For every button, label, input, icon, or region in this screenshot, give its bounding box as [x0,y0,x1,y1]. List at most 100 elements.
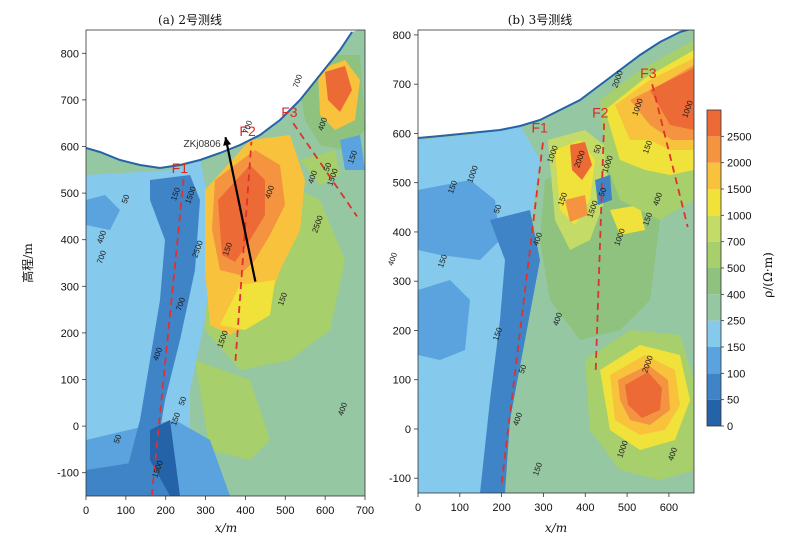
panel-b-fault-f1 [500,138,545,484]
panel-a-contour-label: 150 [346,149,359,165]
colorbar-tick-label: 1500 [727,184,751,196]
colorbar-swatch [707,294,721,321]
panel-a-fault-label-f3: F3 [281,104,298,120]
panel-b-ytick-label: 400 [393,227,411,239]
panel-b-contour-label: 150 [556,191,569,207]
panel-b-contour-label: 400 [551,311,564,327]
panel-a-ytick-label: 400 [61,235,79,247]
panel-a-contour-label: 400 [306,169,319,185]
colorbar-tick-label: 500 [727,263,745,275]
panel-a-ytick-label: 600 [61,142,79,154]
colorbar-swatch [707,399,721,426]
panel-b-contour-label: 50 [597,186,609,198]
panel-a-ylabel: 高程/m [20,243,35,283]
colorbar-tick-label: 400 [727,289,745,301]
colorbar-label: ρ/(Ω·m) [761,252,775,298]
panel-b-ytick-label: 700 [393,79,411,91]
panel-b-contour-label: 50 [517,363,529,375]
panel-a-xlabel: x/m [215,521,237,535]
colorbar-swatch [707,347,721,374]
colorbar-tick-label: 50 [727,395,739,407]
colorbar: 0 50 100 150 250 400 500 700 1000 1500 2000 2500 [706,109,751,433]
panel-b-contour-label: 50 [492,203,504,215]
panel-b-xtick-label: 400 [576,502,594,514]
colorbar-swatch [707,215,721,242]
colorbar-tick-label: 1000 [727,210,751,222]
panel-b-contour-label: 150 [491,326,504,342]
panel-b-ytick-label: -100 [389,473,411,485]
panel-a-ytick-label: 500 [61,188,79,200]
panel-b-contour-label: 150 [641,139,654,155]
colorbar-swatch [707,373,721,400]
panel-b-ytick-label: 100 [393,375,411,387]
panel-a-ytick-label: -100 [57,468,79,480]
panel-a-contour-label: 700 [241,119,254,135]
panel-b-xtick-label: 600 [660,502,678,514]
panel-b-xtick-label: 100 [451,502,469,514]
panel-b-contour-label: 400 [666,446,679,462]
panel-b-fault-label-f1: F1 [531,119,548,135]
panel-b-contour-label: 150 [641,211,654,227]
panel-a-fault-label-f1: F1 [172,160,189,176]
panel-a-contour-label: 50 [322,161,334,173]
panel-a-contour-label: 50 [120,193,132,205]
colorbar-swatch [707,268,721,295]
panel-b-contour-label: 400 [651,191,664,207]
panel-b-xtick-label: 200 [492,502,510,514]
panel-b-xtick-label: 300 [534,502,552,514]
panel-a-contour-label: 400 [95,229,108,245]
panel-b-contour-label: 400 [531,231,544,247]
panel-a-contour-label: 700 [174,296,187,312]
panel-a-contour-label: 700 [95,249,108,265]
colorbar-tick-label: 150 [727,342,745,354]
panel-a-xtick-label: 700 [356,505,374,517]
panel-a-contour-label: 700 [291,73,304,89]
colorbar-tick-label: 700 [727,237,745,249]
panel-a-contour-label: 150 [276,291,289,307]
panel-a-xtick-label: 600 [316,505,334,517]
panel-a-fault-f2 [234,141,253,361]
panel-b-ytick-label: 800 [393,30,411,42]
panel-a-overlay: 0 100 200 300 400 500 600 700-10001002003004005… [57,48,399,517]
panel-a-ytick-label: 300 [61,281,79,293]
panel-b-xtick-label: 500 [618,502,636,514]
panel-b-fault-f2 [594,123,605,370]
colorbar-swatch [707,110,721,137]
colorbar-swatch [707,189,721,216]
panel-b-overlay: 0 100 200 300 400 500 600 -100 0 100 200 300 400 500 6… [389,30,695,514]
panel-a-xtick-label: 200 [157,505,175,517]
panel-b-ytick-label: 300 [393,276,411,288]
panel-b-fault-label-f2: F2 [592,105,609,121]
colorbar-tick-label: 2500 [727,131,751,143]
panel-a-ytick-label: 200 [61,328,79,340]
panel-a-contour-label: 400 [316,116,329,132]
panel-a-ytick-label: 800 [61,48,79,60]
panel-b-contour-label: 150 [436,253,449,269]
drill-hole-arrowhead [223,137,232,146]
panel-a-contour-label: 400 [263,184,276,200]
colorbar-swatch [707,136,721,163]
panel-a-fault-f1 [150,179,185,497]
panel-a [85,29,366,497]
panel-a-ytick-label: 0 [73,421,79,433]
panel-a-xtick-label: 100 [117,505,135,517]
panel-a-contour-label: 400 [336,401,349,417]
panel-a-ytick-label: 100 [61,375,79,387]
panel-a-contour-label: 400 [151,346,164,362]
panel-b-title: (b) 3号测线 [508,13,573,27]
panel-a-xtick-label: 500 [276,505,294,517]
panel-a-contour-label: 50 [112,433,124,445]
panel-b-fault-label-f3: F3 [640,65,657,81]
colorbar-tick-label: 100 [727,368,745,380]
panel-a-fault-label-f2: F2 [239,123,256,139]
panel-b-ytick-label: 500 [393,178,411,190]
panel-a-contour-label: 50 [177,395,189,407]
panel-a-xtick-label: 300 [196,505,214,517]
colorbar-tick-label: 2000 [727,158,751,170]
colorbar-swatch [707,241,721,268]
panel-a-contour-label: 150 [169,186,182,202]
panel-a-title: (a) 2号测线 [158,13,222,27]
panel-a-contour-label: 150 [221,241,234,257]
colorbar-tick-label: 0 [727,421,733,433]
